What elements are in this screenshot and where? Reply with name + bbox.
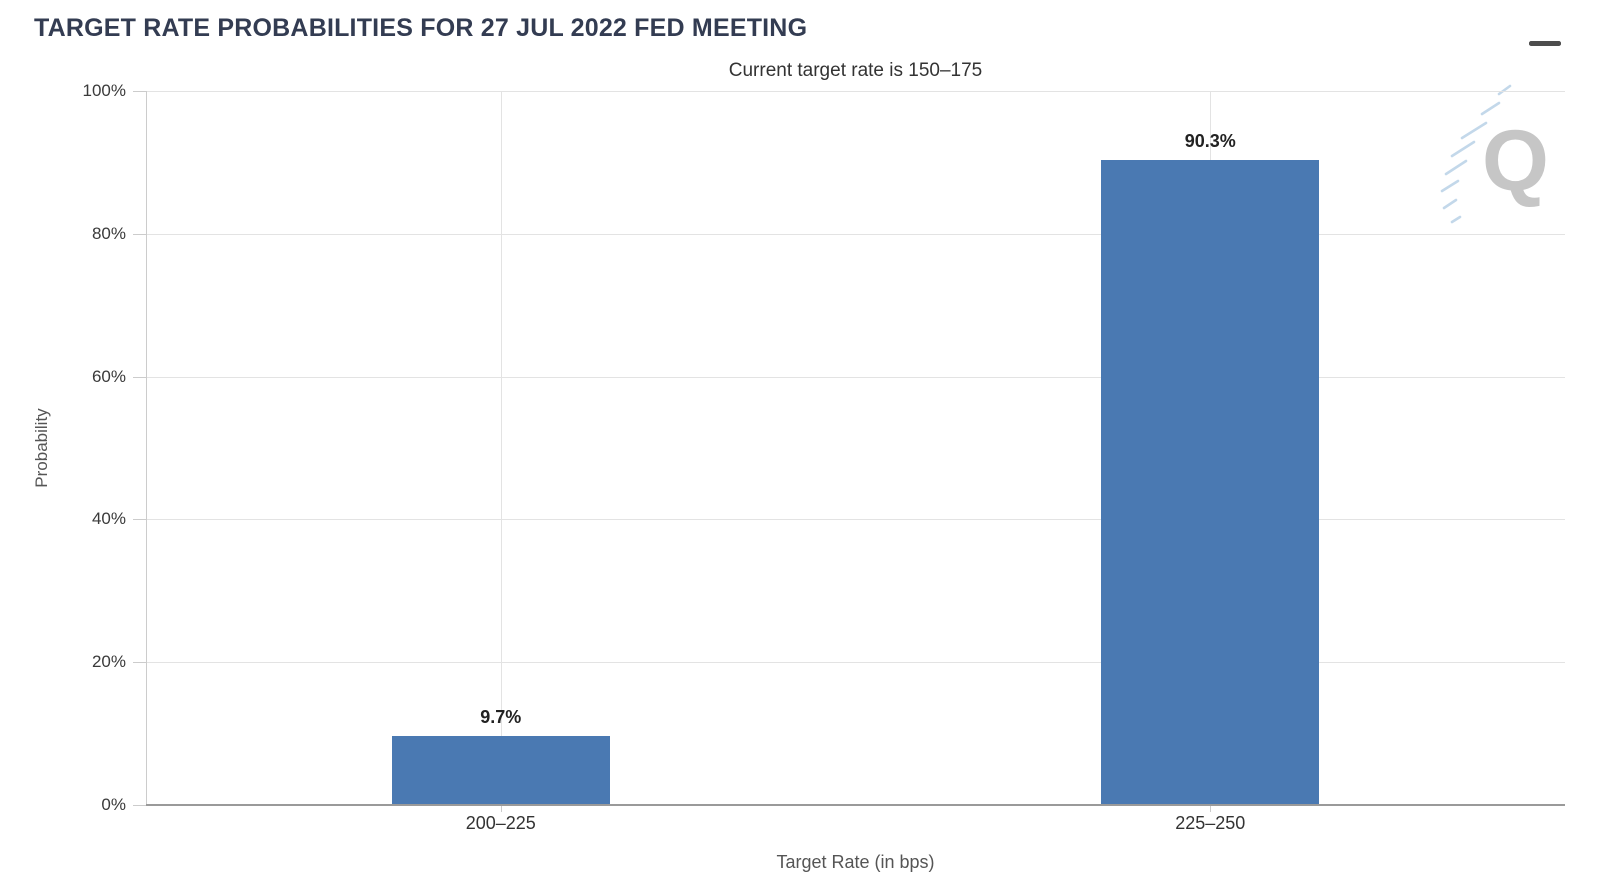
- chart-title: TARGET RATE PROBABILITIES FOR 27 JUL 202…: [34, 14, 808, 42]
- watermark-q-logo-icon: Q: [1482, 113, 1549, 209]
- y-tick-label: 60%: [91, 366, 126, 386]
- x-gridline: [500, 91, 502, 805]
- y-axis-tick: [133, 805, 146, 806]
- chart-context-menu-button[interactable]: [1526, 24, 1565, 58]
- bar-200–225: [391, 735, 610, 805]
- y-gridline: [147, 662, 1565, 664]
- y-tick-label: 0%: [101, 795, 126, 814]
- y-axis-tick: [133, 233, 146, 235]
- y-axis-tick: [133, 519, 146, 521]
- y-gridline: [147, 91, 1565, 92]
- y-tick-label: 40%: [91, 509, 126, 529]
- x-tick-label: 200–225: [465, 813, 536, 833]
- bar-value-label: 9.7%: [480, 706, 522, 727]
- x-tick-label: 225–250: [1175, 813, 1246, 833]
- y-axis-tick: [133, 376, 146, 378]
- chart-subtitle: Current target rate is 150–175: [728, 60, 983, 81]
- bar-value-label: 90.3%: [1184, 131, 1236, 152]
- x-axis-tick: [1210, 806, 1212, 812]
- watermark-speed-lines-icon: [1440, 84, 1512, 224]
- y-gridline: [147, 376, 1565, 378]
- hamburger-menu-icon: [1529, 41, 1561, 46]
- y-axis-line: [146, 91, 147, 805]
- y-tick-label: 20%: [91, 652, 126, 672]
- bar-225–250: [1101, 160, 1320, 805]
- x-axis-tick: [500, 806, 502, 812]
- x-axis-title: Target Rate (in bps): [776, 852, 935, 872]
- y-gridline: [147, 233, 1565, 235]
- y-axis-tick: [133, 91, 146, 92]
- y-gridline: [147, 519, 1565, 521]
- y-axis-title: Probability: [32, 408, 51, 488]
- y-tick-label: 80%: [91, 223, 126, 243]
- y-axis-tick: [133, 662, 146, 664]
- quikstrike-watermark: Q: [1400, 80, 1570, 230]
- x-axis-line: [146, 804, 1565, 806]
- y-tick-label: 100%: [82, 81, 126, 100]
